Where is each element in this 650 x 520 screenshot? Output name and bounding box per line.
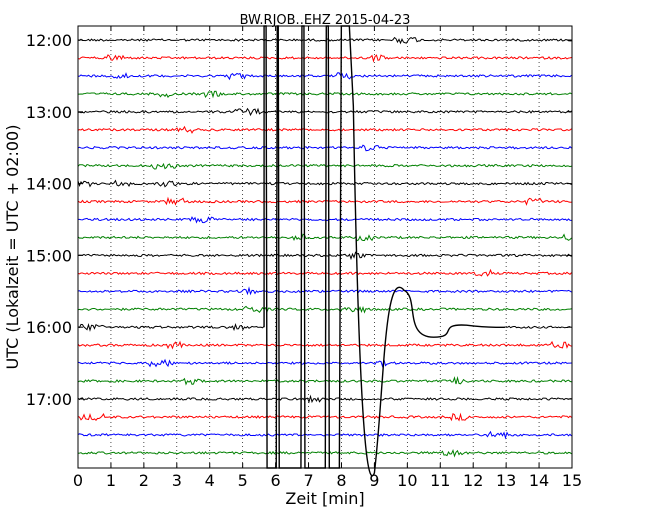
plot-frame [77,25,573,469]
trace-1500 [77,251,572,261]
y-axis-ticks: 12:00 13:00 14:00 15:00 16:00 17:00 [26,31,572,409]
trace-1530 [77,286,572,296]
chart-title: BW.RJOB..EHZ 2015-04-23 [240,13,411,28]
trace-1615 [77,340,572,350]
trace-1200 [77,36,572,45]
x-tick-label: 2 [139,471,149,490]
grid-layer [110,26,540,468]
x-tick-label: 0 [73,471,83,490]
y-tick-label: 12:00 [26,31,72,50]
trace-1515 [77,268,572,277]
x-axis-ticks: 0 1 2 3 4 5 6 7 8 9 10 11 12 13 14 15 [73,26,582,490]
plot-border [77,25,573,469]
x-tick-label: 5 [238,471,248,490]
trace-1445 [77,233,572,242]
trace-1315 [77,125,572,134]
x-tick-label: 15 [562,471,582,490]
trace-1545 [77,305,572,314]
x-tick-label: 14 [529,471,549,490]
x-tick-label: 12 [463,471,483,490]
trace-1600 [77,323,265,332]
trace-1230 [77,72,572,81]
trace-1645 [77,375,572,386]
trace-1330 [77,144,572,152]
trace-1430 [77,216,572,224]
trace-1630 [77,358,572,369]
x-tick-label: 6 [271,471,281,490]
x-tick-label: 13 [496,471,516,490]
y-axis-label: UTC (Lokalzeit = UTC + 02:00) [3,125,22,370]
trace-1245 [77,90,572,99]
x-tick-label: 3 [172,471,182,490]
trace-1300 [78,107,572,117]
traces-layer [77,36,572,458]
x-tick-label: 1 [106,471,116,490]
y-tick-label: 16:00 [26,318,72,337]
y-tick-label: 14:00 [26,175,72,194]
y-tick-label: 17:00 [26,390,72,409]
y-tick-label: 13:00 [26,103,72,122]
x-tick-label: 4 [205,471,215,490]
y-tick-label: 15:00 [26,246,72,265]
x-tick-label: 8 [336,471,346,490]
event-tail [506,325,571,329]
x-tick-label: 9 [369,471,379,490]
x-tick-label: 10 [397,471,417,490]
x-tick-label: 7 [303,471,313,490]
trace-1415 [77,196,572,206]
trace-1400 [77,179,572,188]
x-axis-label: Zeit [min] [285,489,364,508]
trace-1215 [77,54,572,63]
x-tick-label: 11 [430,471,450,490]
trace-1345 [77,162,572,170]
